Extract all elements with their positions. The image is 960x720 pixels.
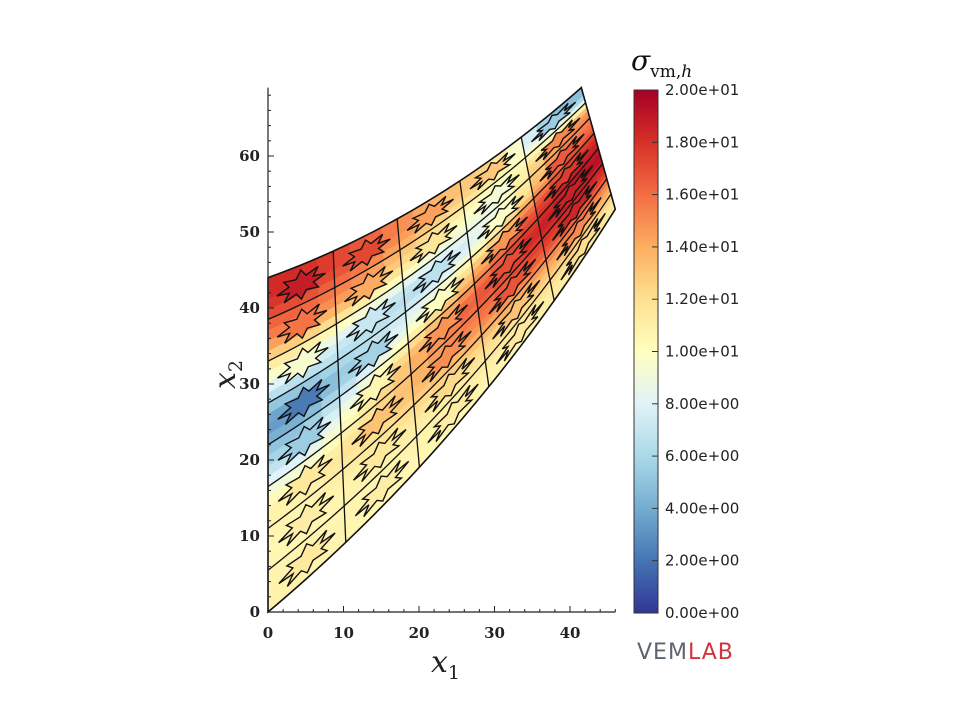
mesh-column-line bbox=[520, 136, 555, 301]
star-element bbox=[277, 454, 333, 506]
colorbar: 0.00e+00 2.00e+00 4.00e+00 6.00e+00 8.00e+00… bbox=[631, 44, 739, 622]
star-element bbox=[427, 383, 479, 444]
star-element bbox=[412, 249, 462, 294]
x-tick-label: 0 bbox=[263, 624, 273, 642]
mesh-column-line bbox=[459, 180, 490, 387]
star-element bbox=[560, 212, 606, 281]
star-element bbox=[488, 258, 537, 315]
star-element bbox=[473, 173, 520, 215]
y-tick-label: 20 bbox=[239, 451, 260, 469]
star-element bbox=[276, 303, 328, 344]
colorbar-title-main: σ bbox=[631, 44, 651, 77]
colorbar-tick-label: 1.80e+01 bbox=[665, 133, 739, 151]
y-tick-label: 40 bbox=[239, 299, 260, 317]
y-axis-label-group: x2 bbox=[208, 360, 247, 389]
star-element bbox=[492, 279, 541, 340]
colorbar-tick-label: 1.60e+01 bbox=[665, 186, 739, 204]
star-element bbox=[349, 363, 402, 412]
star-elements bbox=[276, 101, 606, 587]
y-axis-label: x2 bbox=[208, 360, 247, 389]
colorbar-title-subi: h bbox=[681, 62, 692, 82]
star-element bbox=[551, 181, 598, 242]
y-tick-label: 50 bbox=[239, 223, 260, 241]
star-element bbox=[277, 341, 329, 385]
mesh-row-line bbox=[267, 147, 599, 446]
star-element bbox=[543, 149, 589, 202]
star-element bbox=[406, 195, 454, 234]
y-axis-label-sub: 2 bbox=[225, 360, 247, 372]
colorbar-title-sub: vm, bbox=[649, 62, 681, 82]
star-element bbox=[277, 416, 332, 466]
star-element bbox=[277, 378, 331, 425]
colorbar-tick-label: 1.40e+01 bbox=[665, 238, 739, 256]
mesh-row-line bbox=[267, 163, 604, 488]
axes-layer: 0 10 20 30 40 0 10 20 30 40 50 60 bbox=[239, 87, 616, 642]
colorbar-tick-label: 8.00e+00 bbox=[665, 395, 739, 413]
mesh-row-line bbox=[267, 132, 595, 404]
colorbar-tick-label: 2.00e+01 bbox=[665, 81, 739, 99]
star-element bbox=[535, 117, 581, 163]
x-axis-label-main: x bbox=[431, 645, 448, 680]
star-element bbox=[415, 276, 465, 323]
mesh-row-line bbox=[267, 102, 587, 320]
x-axis-label-sub: 1 bbox=[448, 662, 460, 684]
star-element bbox=[495, 300, 545, 365]
star-element bbox=[480, 216, 529, 265]
star-element bbox=[476, 195, 524, 240]
star-element bbox=[421, 330, 472, 383]
star-element bbox=[539, 133, 585, 182]
star-element bbox=[345, 298, 396, 342]
mesh-row-line bbox=[267, 178, 608, 529]
colorbar-tick-label: 0.00e+00 bbox=[665, 604, 739, 622]
x-tick-label: 10 bbox=[333, 624, 354, 642]
mesh-lines bbox=[267, 86, 617, 614]
colorbar-tick-label: 6.00e+00 bbox=[665, 447, 739, 465]
x-axis-label: x1 bbox=[431, 645, 460, 684]
x-tick-label: 20 bbox=[409, 624, 430, 642]
star-element bbox=[469, 152, 516, 191]
star-element bbox=[342, 233, 391, 272]
y-tick-label: 60 bbox=[239, 147, 260, 165]
mesh-row-line bbox=[267, 193, 612, 571]
star-element bbox=[278, 529, 336, 587]
star-element bbox=[353, 427, 407, 483]
colorbar-tick-label: 1.00e+01 bbox=[665, 343, 739, 361]
colorbar-tick-label: 1.20e+01 bbox=[665, 290, 739, 308]
star-element bbox=[409, 222, 458, 264]
vemlab-logo: VEMLAB bbox=[637, 640, 734, 665]
star-element bbox=[418, 303, 469, 353]
star-element bbox=[547, 165, 594, 222]
colorbar-tick-label: 2.00e+00 bbox=[665, 552, 739, 570]
star-element bbox=[530, 101, 577, 143]
x-tick-label: 30 bbox=[484, 624, 505, 642]
star-element bbox=[351, 395, 404, 447]
star-element bbox=[424, 357, 476, 413]
mesh-row-line bbox=[267, 117, 591, 362]
colorbar-tick-label: 4.00e+00 bbox=[665, 499, 739, 517]
mesh-boundary bbox=[267, 86, 617, 614]
star-element bbox=[344, 266, 394, 307]
colorbar-ticks: 0.00e+00 2.00e+00 4.00e+00 6.00e+00 8.00e+00… bbox=[652, 81, 739, 622]
y-tick-label: 30 bbox=[239, 375, 260, 393]
x-tick-label: 40 bbox=[560, 624, 581, 642]
colorbar-title: σvm,h bbox=[631, 44, 692, 82]
y-axis-label-main: x bbox=[208, 372, 243, 389]
logo-part1: VEM bbox=[637, 640, 688, 665]
y-tick-label: 10 bbox=[239, 527, 260, 545]
star-element bbox=[276, 265, 326, 304]
mesh-column-line bbox=[332, 251, 347, 543]
star-element bbox=[347, 330, 399, 377]
mesh-column-line bbox=[396, 218, 421, 468]
field-sample bbox=[566, 87, 583, 106]
mesh-layer bbox=[267, 86, 617, 614]
logo-part2: LAB bbox=[688, 640, 734, 665]
star-element bbox=[484, 237, 533, 290]
star-element bbox=[354, 460, 410, 518]
star-element bbox=[556, 197, 602, 261]
y-tick-label: 0 bbox=[250, 603, 260, 621]
star-element bbox=[278, 492, 335, 547]
